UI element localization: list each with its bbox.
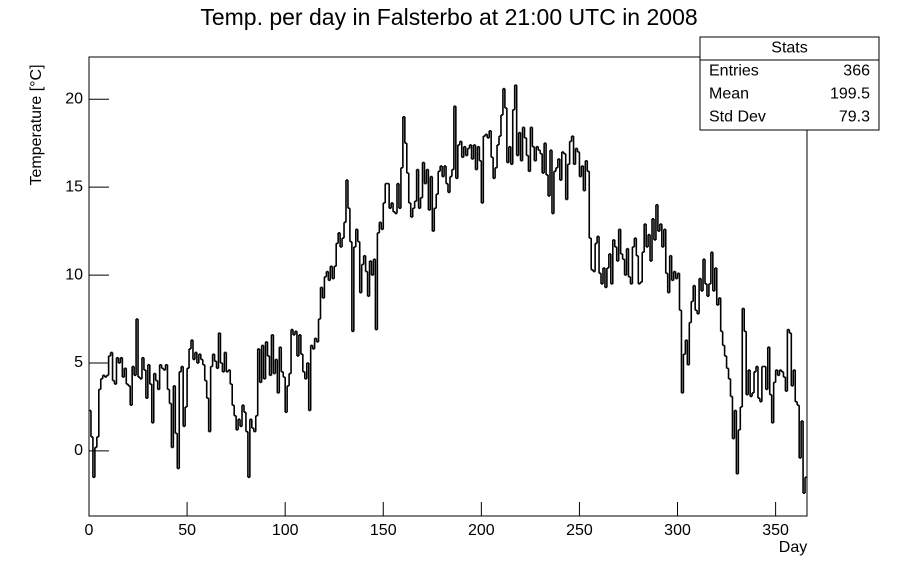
stats-value: 199.5 [830,86,870,103]
x-tick-label: 100 [272,522,299,539]
y-tick-label: 0 [74,442,83,459]
y-tick-label: 20 [65,90,83,107]
stats-value: 366 [843,63,870,80]
y-tick-label: 5 [74,354,83,371]
x-axis-label: Day [779,539,807,556]
stats-frame [699,36,880,131]
chart-title: Temp. per day in Falsterbo at 21:00 UTC … [200,4,697,30]
stats-box: Stats Entries 366 Mean 199.5 Std Dev 79.3 [699,36,880,131]
y-tick-label: 10 [65,266,83,283]
x-tick-label: 300 [664,522,691,539]
x-tick-label: 50 [178,522,196,539]
x-tick-label: 0 [85,522,94,539]
x-tick-label: 200 [468,522,495,539]
x-tick-label: 250 [566,522,593,539]
stats-label: Mean [709,86,749,103]
x-tick-label: 150 [370,522,397,539]
y-tick-label: 15 [65,178,83,195]
stats-value: 79.3 [839,109,870,126]
plot-frame [88,56,808,517]
stats-title: Stats [771,40,807,57]
stats-label: Std Dev [709,109,766,126]
y-axis-label: Temperature [°C] [28,64,45,185]
histogram [89,84,807,494]
x-tick-label: 350 [762,522,789,539]
stats-label: Entries [709,63,759,80]
